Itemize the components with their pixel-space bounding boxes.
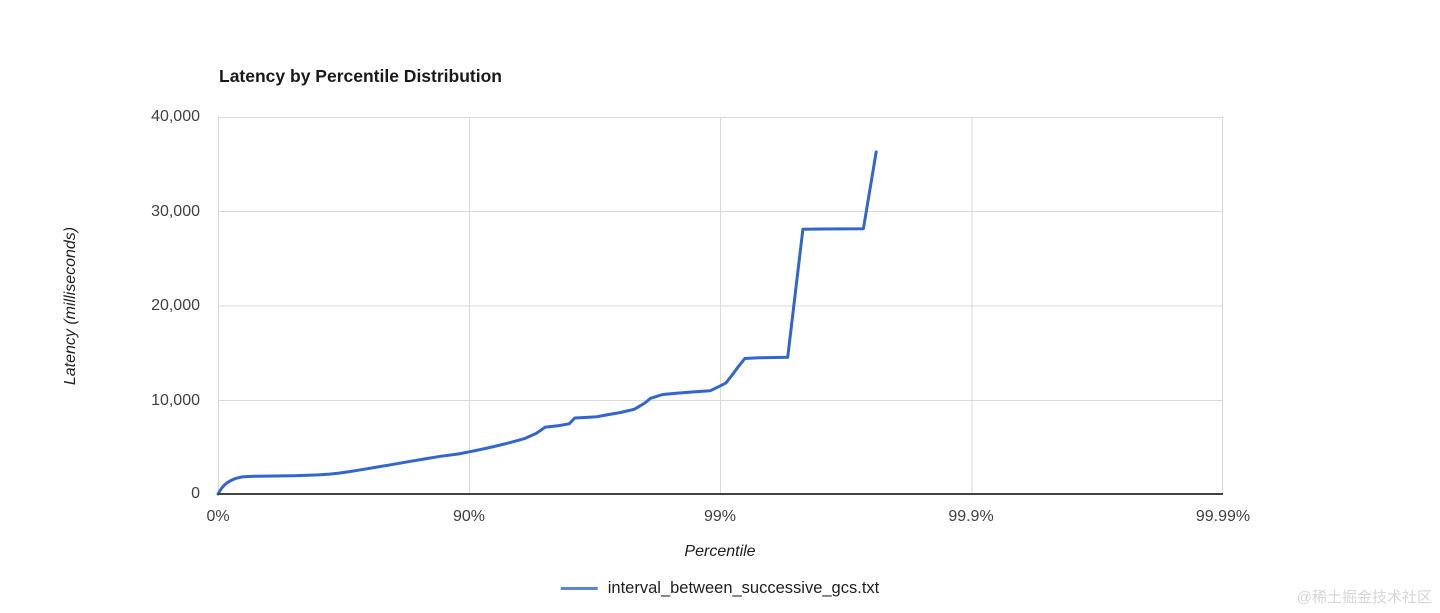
y-tick-0: 0 [191, 485, 200, 502]
x-tick-0pct: 0% [206, 508, 230, 525]
y-tick-30000: 30,000 [151, 203, 200, 220]
chart-title: Latency by Percentile Distribution [219, 66, 502, 86]
y-tick-20000: 20,000 [151, 297, 200, 314]
plot-area [216, 117, 1223, 496]
x-tick-99.99pct: 99.99% [1195, 508, 1251, 525]
y-tick-10000: 10,000 [151, 392, 200, 409]
x-tick-99pct: 99% [703, 508, 737, 525]
x-tick-90pct: 90% [452, 508, 486, 525]
y-axis-title: Latency (milliseconds) [62, 226, 79, 386]
watermark-text: @稀土掘金技术社区 [1296, 589, 1432, 606]
series-line-interval-between-successive-gcs [216, 150, 878, 496]
legend-series-label: interval_between_successive_gcs.txt [607, 579, 880, 597]
x-tick-99.9pct: 99.9% [948, 508, 994, 525]
x-axis-title: Percentile [684, 543, 756, 560]
legend: interval_between_successive_gcs.txt [560, 579, 880, 598]
legend-line-swatch [560, 587, 598, 590]
gridlines [218, 117, 1223, 494]
y-tick-40000: 40,000 [151, 108, 200, 125]
